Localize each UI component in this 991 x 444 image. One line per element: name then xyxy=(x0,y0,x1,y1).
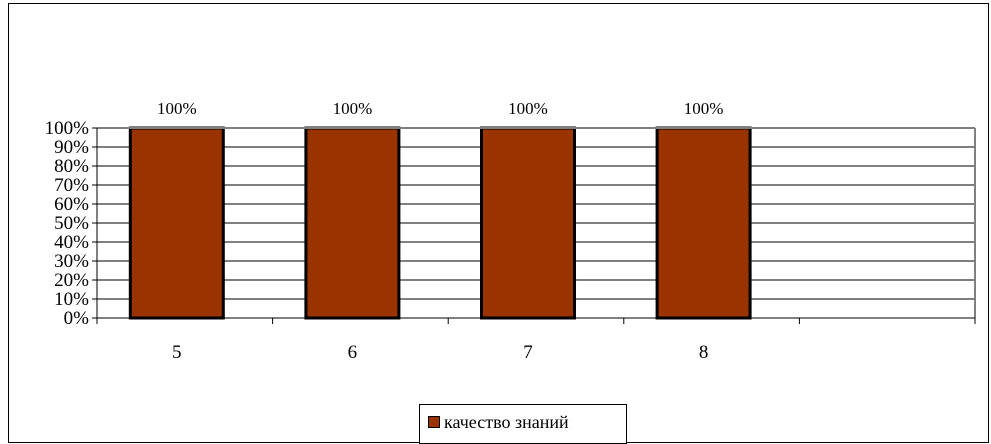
y-tick-label: 0% xyxy=(64,308,90,329)
data-label: 100% xyxy=(157,99,197,118)
y-tick-label: 80% xyxy=(54,156,89,177)
x-tick-labels: 5 6 7 8 xyxy=(172,342,708,363)
y-tick-label: 100% xyxy=(45,118,90,139)
plot-area-border xyxy=(97,127,976,318)
bars xyxy=(128,126,752,320)
bar xyxy=(655,126,752,320)
bar xyxy=(304,126,401,320)
legend: качество знаний xyxy=(419,404,627,444)
data-label: 100% xyxy=(508,99,548,118)
x-tick-label: 8 xyxy=(699,342,709,363)
y-tick-label: 10% xyxy=(54,289,89,310)
y-tick-label: 30% xyxy=(54,251,89,272)
y-tick-labels: 0%10%20%30%40%50%60%70%80%90%100% xyxy=(45,118,90,329)
data-label: 100% xyxy=(333,99,373,118)
y-tick-label: 90% xyxy=(54,137,89,158)
x-tick-label: 6 xyxy=(348,342,358,363)
y-tick-label: 60% xyxy=(54,194,89,215)
data-label: 100% xyxy=(684,99,724,118)
axes xyxy=(92,127,976,324)
y-tick-label: 70% xyxy=(54,175,89,196)
y-tick-label: 50% xyxy=(54,213,89,234)
bar xyxy=(128,126,225,320)
bar xyxy=(480,126,576,320)
x-tick-label: 7 xyxy=(523,342,533,363)
data-labels: 100% 100% 100% 100% xyxy=(157,99,723,118)
y-tick-label: 20% xyxy=(54,270,89,291)
y-tick-label: 40% xyxy=(54,232,89,253)
legend-swatch xyxy=(428,416,440,428)
legend-label: качество знаний xyxy=(444,412,569,432)
x-tick-label: 5 xyxy=(172,342,182,363)
